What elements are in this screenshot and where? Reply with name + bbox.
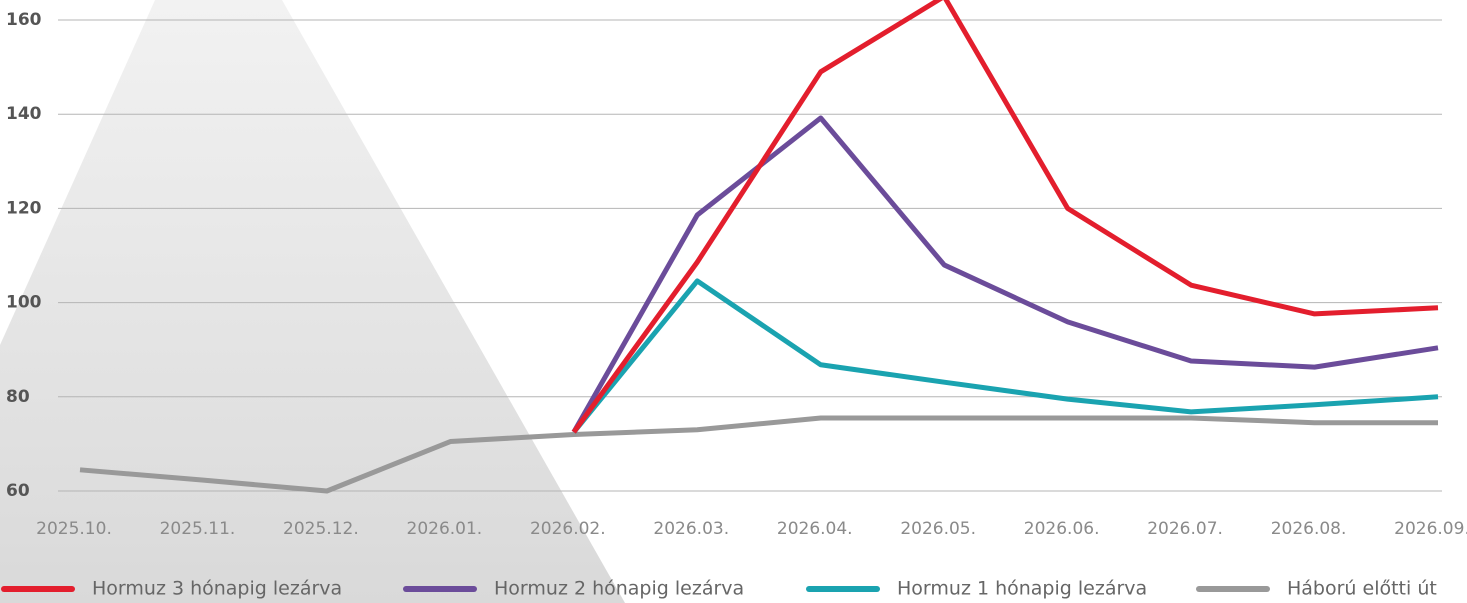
legend-label: Hormuz 2 hónapig lezárva xyxy=(494,578,744,600)
legend-label: Hormuz 1 hónapig lezárva xyxy=(897,578,1147,600)
y-tick-label: 160 xyxy=(6,10,42,30)
x-tick-label: 2026.09. xyxy=(1394,519,1467,539)
legend-label: Hormuz 3 hónapig lezárva xyxy=(92,578,342,600)
x-tick-label: 2026.03. xyxy=(653,519,729,539)
y-tick-label: 140 xyxy=(6,104,42,124)
x-tick-label: 2026.05. xyxy=(900,519,976,539)
y-tick-label: 120 xyxy=(6,198,42,218)
x-tick-label: 2026.02. xyxy=(530,519,606,539)
y-tick-label: 80 xyxy=(6,387,30,407)
series-line xyxy=(574,281,1438,432)
x-tick-label: 2025.10. xyxy=(36,519,112,539)
x-tick-label: 2026.04. xyxy=(777,519,853,539)
y-tick-label: 60 xyxy=(6,481,30,501)
chart: 60 80 100 120 140 160 2025.10. 2025.11. 2025.12.… xyxy=(0,0,1467,603)
x-tick-label: 2026.01. xyxy=(407,519,483,539)
x-tick-label: 2026.08. xyxy=(1271,519,1347,539)
x-tick-label: 2026.06. xyxy=(1024,519,1100,539)
series-line xyxy=(574,118,1438,432)
x-tick-label: 2025.12. xyxy=(283,519,359,539)
x-tick-label: 2025.11. xyxy=(160,519,236,539)
y-tick-label: 100 xyxy=(6,293,42,313)
background-shape xyxy=(0,0,625,603)
legend-label: Háború előtti út xyxy=(1287,578,1437,600)
x-tick-label: 2026.07. xyxy=(1147,519,1223,539)
